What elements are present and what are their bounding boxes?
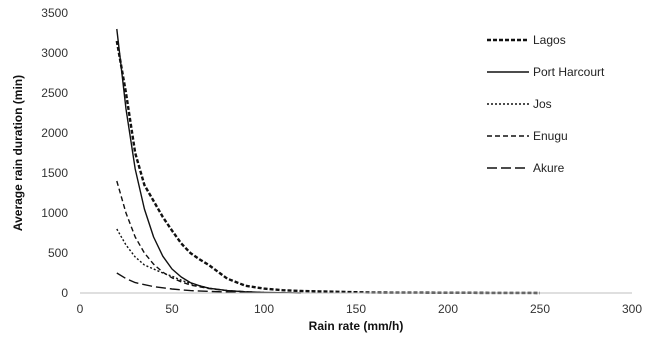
x-tick-label: 50 — [165, 302, 179, 316]
y-tick-label: 2500 — [41, 86, 68, 100]
legend-label: Jos — [533, 97, 552, 111]
x-tick-label: 100 — [254, 302, 274, 316]
plot-area — [115, 28, 541, 295]
series-line-lagos — [115, 40, 541, 295]
legend-label: Enugu — [533, 129, 568, 143]
x-tick-label: 200 — [438, 302, 458, 316]
x-tick-label: 300 — [622, 302, 642, 316]
legend: Lagos Port Harcourt Jos Enugu Akure — [487, 33, 605, 175]
x-tick-label: 0 — [77, 302, 84, 316]
y-tick-label: 1000 — [41, 206, 68, 220]
y-tick-label: 3000 — [41, 46, 68, 60]
y-tick-label: 500 — [48, 246, 68, 260]
y-tick-label: 0 — [61, 286, 68, 300]
x-tick-label: 150 — [346, 302, 366, 316]
y-tick-label: 2000 — [41, 126, 68, 140]
series-line-enugu — [116, 180, 265, 294]
y-tick-label: 1500 — [41, 166, 68, 180]
y-axis-title: Average rain duration (min) — [11, 75, 25, 231]
x-tick-label: 250 — [530, 302, 550, 316]
legend-label: Port Harcourt — [533, 65, 605, 79]
x-axis-title: Rain rate (mm/h) — [309, 319, 404, 333]
y-tick-label: 3500 — [41, 6, 68, 20]
y-tick-labels: 0 500 1000 1500 2000 2500 3000 3500 — [41, 6, 68, 300]
series-line-akure — [116, 272, 265, 294]
x-tick-labels: 0 50 100 150 200 250 300 — [77, 302, 643, 316]
legend-label: Akure — [533, 161, 565, 175]
legend-label: Lagos — [533, 33, 566, 47]
series-line-port-harcourt — [116, 28, 301, 294]
